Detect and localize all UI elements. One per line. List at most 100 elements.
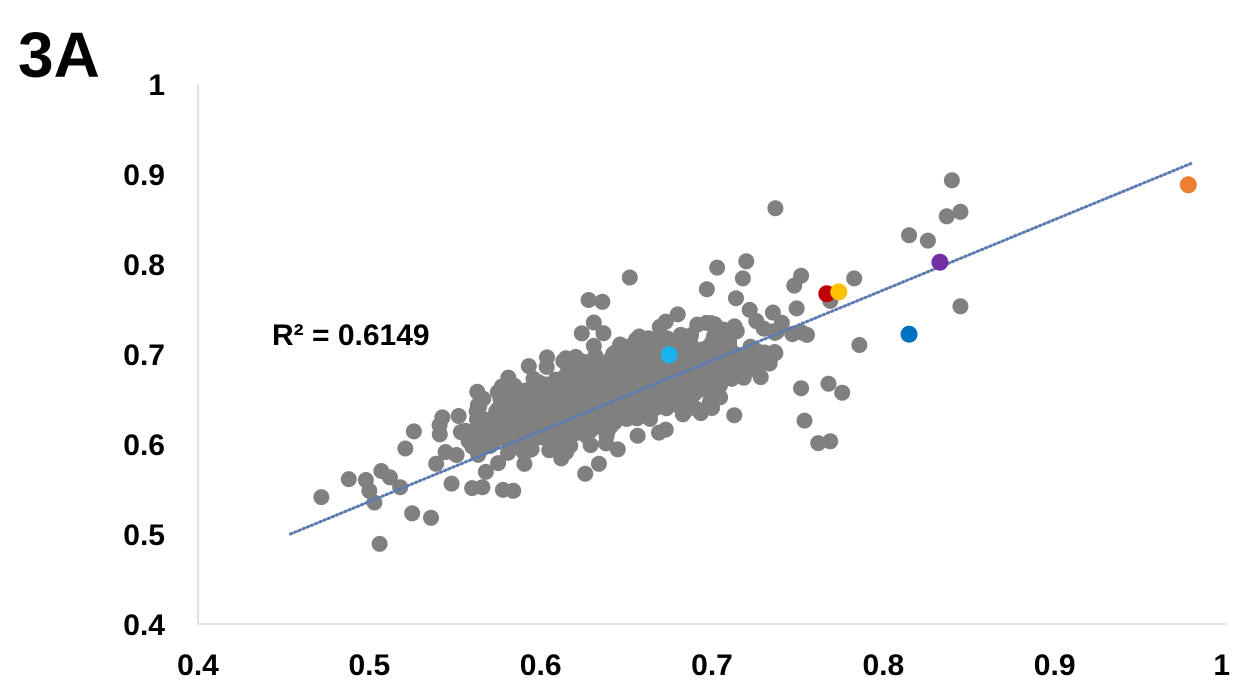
cluster-point: [562, 437, 579, 454]
r-squared-annotation: R² = 0.6149: [272, 319, 430, 352]
gray-point: [738, 253, 755, 270]
cluster-point: [526, 416, 543, 433]
gray-point: [709, 259, 726, 276]
cluster-point: [437, 444, 454, 461]
cluster-point: [728, 367, 745, 384]
gray-point: [590, 455, 607, 472]
y-tick-label: 0.9: [123, 159, 165, 192]
cluster-point: [595, 325, 612, 342]
cluster-point: [517, 439, 534, 456]
gray-point: [621, 269, 638, 286]
x-tick-label: 1: [1213, 649, 1230, 682]
x-tick-label: 0.8: [862, 649, 904, 682]
gray-point: [340, 471, 357, 488]
gray-point: [822, 433, 839, 450]
y-tick-label: 0.8: [123, 249, 165, 282]
gray-point: [698, 281, 715, 298]
cluster-point: [726, 318, 743, 335]
cluster-point: [683, 327, 700, 344]
gray-point: [313, 489, 330, 506]
gray-point: [371, 535, 388, 552]
x-tick-label: 0.7: [691, 649, 733, 682]
gray-point: [405, 423, 422, 440]
x-tick-label: 0.5: [348, 649, 390, 682]
gray-point: [846, 270, 863, 287]
y-tick-label: 0.7: [123, 339, 165, 372]
gray-point: [529, 376, 546, 393]
cluster-point: [537, 402, 554, 419]
gray-point: [919, 232, 936, 249]
gray-point: [553, 450, 570, 467]
gray-point: [443, 475, 460, 492]
gray-point: [577, 465, 594, 482]
gray-point: [404, 505, 421, 522]
gray-point: [508, 423, 525, 440]
highlighted-point: [660, 346, 678, 364]
gray-point: [505, 482, 522, 499]
x-tick-label: 0.4: [177, 649, 219, 682]
gray-point: [585, 314, 602, 331]
gray-point: [767, 200, 784, 217]
gray-point: [726, 407, 743, 424]
gray-point: [657, 421, 674, 438]
gray-point: [657, 313, 674, 330]
highlighted-point: [1179, 176, 1197, 194]
gray-point: [423, 509, 440, 526]
gray-point: [820, 375, 837, 392]
cluster-point: [612, 349, 629, 366]
cluster-point: [590, 364, 607, 381]
cluster-point: [568, 420, 585, 437]
gray-point: [469, 383, 486, 400]
cluster-point: [490, 455, 507, 472]
cluster-point: [541, 442, 558, 459]
cluster-point: [622, 366, 639, 383]
x-tick-label: 0.6: [520, 649, 562, 682]
gray-point: [692, 402, 709, 419]
cluster-point: [484, 430, 501, 447]
highlighted-points: [660, 176, 1197, 364]
gray-point: [474, 479, 491, 496]
cluster-point: [457, 422, 474, 439]
gray-point: [669, 306, 686, 323]
cluster-point: [703, 384, 720, 401]
cluster-point: [581, 386, 598, 403]
cluster-point: [520, 358, 537, 375]
gray-point: [901, 227, 918, 244]
cluster-point: [721, 335, 738, 352]
gray-point: [938, 208, 955, 225]
gray-point: [834, 384, 851, 401]
gray-point: [952, 298, 969, 315]
cluster-point: [661, 387, 678, 404]
cluster-point: [752, 369, 769, 386]
cluster-point: [788, 300, 805, 317]
gray-point: [674, 406, 691, 423]
gray-point-cluster: [431, 300, 815, 472]
gray-point: [573, 325, 590, 342]
y-tick-label: 0.6: [123, 429, 165, 462]
gray-point: [594, 293, 611, 310]
cluster-point: [565, 389, 582, 406]
cluster-point: [748, 345, 765, 362]
cluster-point: [507, 397, 524, 414]
trendline: [289, 161, 1194, 536]
panel-label: 3A: [18, 19, 100, 91]
cluster-point: [516, 455, 533, 472]
y-tick-label: 1: [148, 69, 165, 102]
cluster-point: [431, 426, 448, 443]
cluster-point: [636, 398, 653, 415]
gray-point: [580, 292, 597, 308]
gray-point: [851, 337, 868, 353]
gray-point: [704, 400, 720, 416]
cluster-point: [589, 411, 606, 428]
cluster-point: [584, 352, 601, 369]
highlighted-point: [830, 283, 848, 301]
cluster-point: [683, 338, 700, 355]
cluster-point: [679, 366, 696, 383]
cluster-point: [698, 314, 715, 331]
gray-point: [734, 270, 751, 287]
cluster-point: [563, 354, 580, 371]
x-tick-label: 0.9: [1034, 649, 1076, 682]
highlighted-point: [900, 325, 918, 343]
gray-point: [609, 441, 626, 458]
